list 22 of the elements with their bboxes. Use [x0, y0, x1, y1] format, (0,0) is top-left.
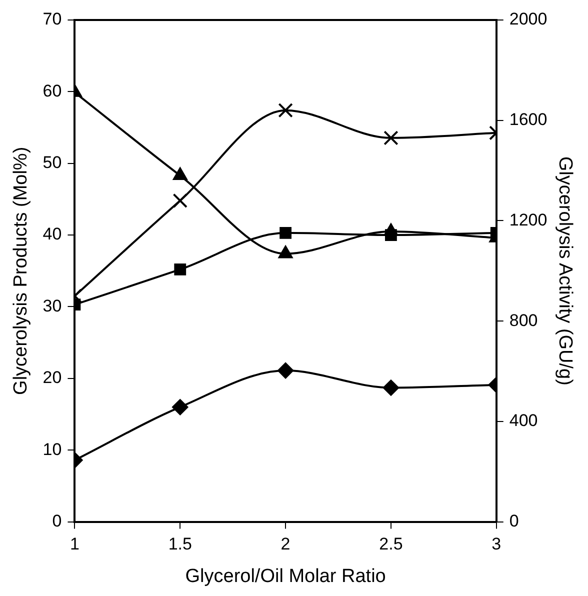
y2-tick-label: 0: [509, 511, 519, 530]
x-tick-label: 1.5: [168, 534, 192, 554]
x-tick-label: 3: [492, 534, 502, 554]
y-tick-label: 30: [42, 296, 62, 316]
y-tick-label: 50: [42, 153, 62, 172]
x-axis-title: Glycerol/Oil Molar Ratio: [185, 566, 386, 587]
y2-tick-label: 1600: [509, 110, 548, 130]
y2-tick-label: 2000: [509, 10, 548, 29]
x-tick-label: 1: [70, 534, 80, 554]
y2-tick-label: 1200: [509, 210, 548, 230]
y-tick-label: 40: [42, 224, 62, 244]
y-axis-title: Glycerolysis Products (Mol%): [10, 146, 32, 395]
y-tick-label: 10: [42, 440, 62, 459]
y-tick-label: 70: [42, 10, 62, 29]
y-tick-label: 60: [42, 81, 62, 100]
y-tick-label: 0: [52, 511, 62, 530]
x-tick-label: 2.5: [379, 534, 403, 554]
y-tick-label: 20: [42, 368, 62, 388]
y2-tick-label: 800: [509, 310, 538, 330]
y2-axis-title: Glycerolysis Activity (GU/g): [554, 156, 576, 386]
x-tick-label: 2: [280, 534, 290, 554]
y2-tick-label: 400: [509, 411, 538, 430]
